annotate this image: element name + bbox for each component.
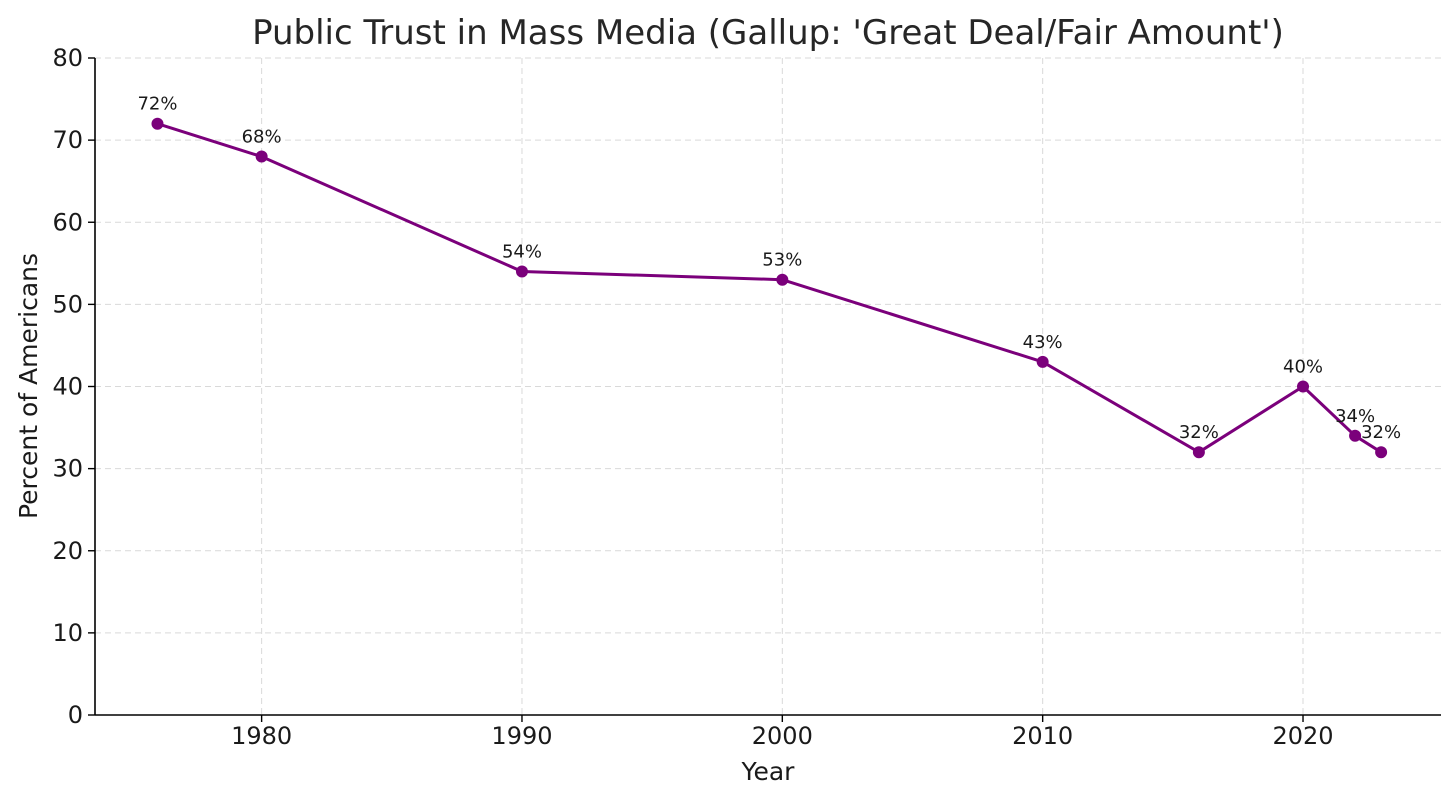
- data-label: 40%: [1283, 357, 1323, 378]
- y-axis-label: Percent of Americans: [14, 253, 43, 519]
- x-tick-label: 2010: [1012, 722, 1073, 750]
- y-tick-label: 60: [52, 208, 83, 236]
- data-label: 53%: [762, 250, 802, 271]
- data-point: [1375, 446, 1388, 459]
- data-label: 43%: [1023, 332, 1063, 353]
- data-label: 54%: [502, 242, 542, 263]
- y-tick-label: 70: [52, 126, 83, 154]
- data-point: [151, 117, 164, 130]
- y-tick-label: 0: [68, 701, 83, 729]
- y-tick-label: 40: [52, 373, 83, 401]
- data-point: [515, 265, 528, 278]
- x-tick-label: 1990: [491, 722, 552, 750]
- x-tick-label: 1980: [231, 722, 292, 750]
- data-point: [255, 150, 268, 163]
- data-labels: 72%68%54% 53%43%32%40%34%32%: [137, 94, 1401, 444]
- grid: [95, 57, 1441, 715]
- x-tick-label: 2020: [1272, 722, 1333, 750]
- y-tick-label: 10: [52, 619, 83, 647]
- x-axis-label: Year: [741, 757, 796, 786]
- data-point: [1036, 355, 1049, 368]
- data-point: [776, 273, 789, 286]
- chart-title: Public Trust in Mass Media (Gallup: 'Gre…: [252, 13, 1284, 53]
- series: [151, 117, 1388, 459]
- data-label: 32%: [1361, 422, 1401, 443]
- data-label: 34%: [1335, 406, 1375, 427]
- y-tick-label: 50: [52, 290, 83, 318]
- y-tick-label: 80: [52, 44, 83, 72]
- y-tick-label: 30: [52, 455, 83, 483]
- x-tick-label: 2000: [752, 722, 813, 750]
- ticks: 0 10 20 30 40 50 60 70 80 1980 1990 2000 2010 2020: [52, 44, 1333, 750]
- y-tick-label: 20: [52, 537, 83, 565]
- data-label: 32%: [1179, 422, 1219, 443]
- data-point: [1192, 446, 1205, 459]
- data-label: 68%: [242, 127, 282, 148]
- data-label: 72%: [137, 94, 177, 115]
- data-point: [1297, 380, 1310, 393]
- series-line: [156, 122, 1383, 454]
- data-point: [1349, 429, 1362, 442]
